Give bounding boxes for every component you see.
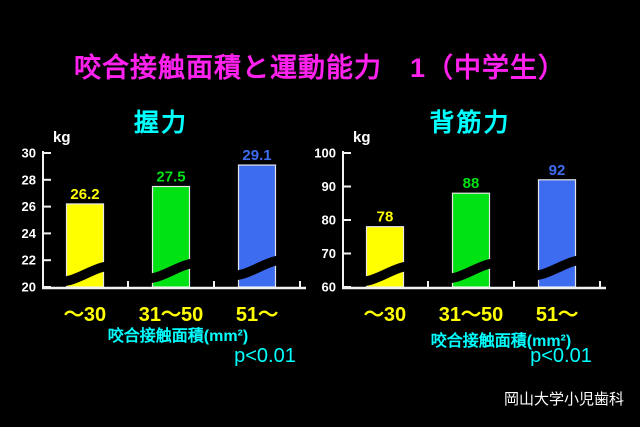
bar-value-label: 88 [463,175,480,192]
y-tick-label: 70 [322,246,336,261]
category-label: 51～ [236,304,278,326]
axis-break-wave [350,261,420,287]
bar-value-label: 27.5 [156,169,185,186]
bar-value-label: 92 [549,162,566,179]
y-axis-unit-label: kg [53,129,71,146]
y-tick-label: 20 [22,280,36,295]
y-tick-label: 100 [314,146,336,161]
y-tick-label: 60 [322,280,336,295]
y-tick-label: 30 [22,146,36,161]
category-label: 31～50 [139,304,204,326]
y-tick-label: 28 [22,172,36,187]
slide-title: 咬合接触面積と運動能力 1（中学生） [73,53,566,83]
axis-break-wave [522,255,592,281]
p-value-annotation: p<0.01 [530,345,592,367]
axis-break-wave [436,258,506,284]
category-label: 31～50 [439,304,504,326]
chart-title-grip: 握力 [133,109,188,137]
y-tick-label: 90 [322,179,336,194]
category-label: ～30 [64,304,106,326]
bar-value-label: 78 [377,209,394,226]
bar-value-label: 29.1 [242,147,271,164]
category-label: ～30 [364,304,406,326]
x-axis-title: 咬合接触面積(mm²) [107,328,249,345]
axis-break-wave [222,255,292,281]
y-tick-label: 26 [22,199,36,214]
y-tick-label: 24 [22,226,37,241]
bar-plot-back: 78 88 92 60 70 80 90 100 ～30 31～50 51～ [314,146,606,326]
y-tick-label: 80 [322,213,336,228]
x-axis-title: 咬合接触面積(mm²) [430,333,572,350]
bar-value-label: 26.2 [70,186,99,203]
chart-title-back: 背筋力 [429,109,511,137]
p-value-annotation: p<0.01 [234,345,296,367]
y-axis-unit-label: kg [353,129,371,146]
axis-break-wave [50,261,120,287]
axis-break-wave [136,258,206,284]
category-label: 51～ [536,304,578,326]
y-tick-label: 22 [22,253,36,268]
bar-plot-grip: 26.2 27.5 29.1 20 22 24 26 28 30 ～30 31～50 51～ [22,146,306,326]
institution-credit: 岡山大学小児歯科 [503,391,624,408]
